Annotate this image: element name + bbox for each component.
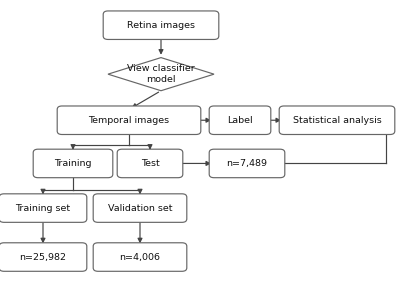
FancyBboxPatch shape — [33, 149, 113, 178]
Text: Training: Training — [54, 159, 92, 168]
FancyBboxPatch shape — [93, 243, 187, 271]
FancyBboxPatch shape — [93, 194, 187, 222]
FancyBboxPatch shape — [117, 149, 183, 178]
Text: Retina images: Retina images — [127, 21, 195, 30]
Text: Training set: Training set — [16, 204, 70, 213]
Polygon shape — [108, 58, 214, 91]
FancyBboxPatch shape — [0, 194, 87, 222]
FancyBboxPatch shape — [57, 106, 201, 134]
Text: n=25,982: n=25,982 — [20, 253, 66, 262]
FancyBboxPatch shape — [0, 243, 87, 271]
FancyBboxPatch shape — [279, 106, 395, 134]
Text: n=4,006: n=4,006 — [120, 253, 160, 262]
Text: View classifier
model: View classifier model — [127, 65, 195, 84]
Text: Test: Test — [141, 159, 159, 168]
Text: Validation set: Validation set — [108, 204, 172, 213]
Text: Label: Label — [227, 116, 253, 125]
Text: Temporal images: Temporal images — [88, 116, 170, 125]
FancyBboxPatch shape — [103, 11, 219, 39]
Text: n=7,489: n=7,489 — [226, 159, 268, 168]
Text: Statistical analysis: Statistical analysis — [293, 116, 381, 125]
FancyBboxPatch shape — [209, 106, 271, 134]
FancyBboxPatch shape — [209, 149, 285, 178]
